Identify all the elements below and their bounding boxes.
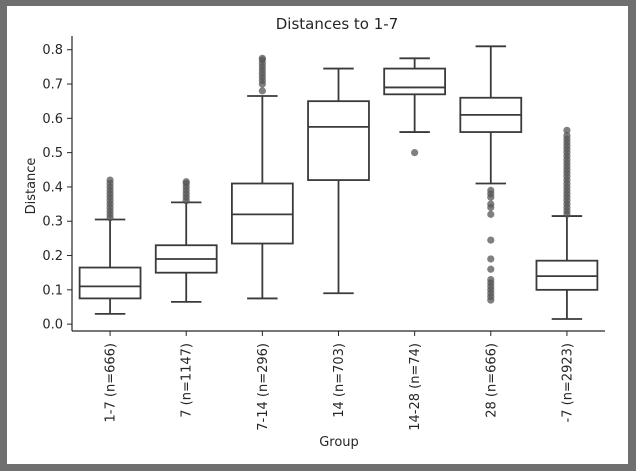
outlier-point: [258, 87, 266, 95]
outlier-point: [487, 255, 495, 263]
iqr-box: [307, 100, 370, 181]
outlier-point: [487, 193, 495, 201]
y-tick-label: 0.7: [42, 78, 63, 93]
box-3: [230, 54, 294, 300]
outlier-point: [487, 203, 495, 212]
chart-title: Distances to 1-7: [276, 15, 399, 33]
outlier-point: [487, 236, 495, 244]
y-tick-label: 0.2: [42, 249, 63, 264]
outlier-point: [487, 210, 495, 218]
outlier-point: [563, 131, 571, 140]
box-1: [78, 176, 142, 315]
figure: Distances to 1-7 Distance Group 0.0 0.1 0.…: [7, 6, 628, 464]
y-tick-label: 0.0: [42, 318, 63, 333]
outlier-point: [106, 176, 114, 184]
y-tick-label: 0.8: [42, 43, 63, 58]
outlier-point: [258, 54, 266, 62]
box-5: [383, 57, 446, 157]
iqr-box: [383, 67, 446, 96]
y-tick-label: 0.4: [42, 180, 63, 195]
outlier-point: [563, 126, 571, 134]
x-tick-label: -7 (n=2923): [560, 343, 575, 422]
x-tick-label: 7-14 (n=296): [256, 343, 271, 431]
box-6: [459, 45, 523, 304]
y-axis-label: Distance: [24, 158, 39, 215]
box-plot: Distances to 1-7 Distance Group 0.00.10.…: [24, 15, 605, 450]
x-axis-label: Group: [319, 435, 359, 450]
y-tick-label: 0.3: [42, 215, 63, 230]
x-tick-label: 1-7 (n=666): [104, 343, 119, 422]
x-tick-label: 7 (n=1147): [180, 343, 195, 418]
x-axis: 1-7 (n=666) 7 (n=1147) 7-14 (n=296) 14 (n=7…: [72, 330, 605, 431]
y-tick-label: 0.5: [42, 146, 63, 161]
box-2: [154, 178, 218, 303]
y-axis: 0.0 0.1 0.2 0.3 0.4 0.5 0.6 0.7 0.8: [42, 36, 73, 333]
iqr-box: [78, 266, 142, 300]
y-tick-label: 0.1: [42, 283, 63, 298]
boxes: [78, 45, 599, 320]
x-tick-label: 14 (n=703): [332, 343, 347, 418]
box-7: [535, 126, 599, 320]
outlier-point: [487, 296, 495, 304]
y-tick-label: 0.6: [42, 112, 63, 127]
outlier-point: [411, 149, 419, 157]
box-4: [307, 67, 370, 295]
outlier-point: [182, 178, 190, 186]
x-tick-label: 28 (n=666): [484, 343, 499, 418]
outlier-point: [487, 265, 495, 273]
x-tick-label: 14-28 (n=74): [408, 343, 423, 431]
